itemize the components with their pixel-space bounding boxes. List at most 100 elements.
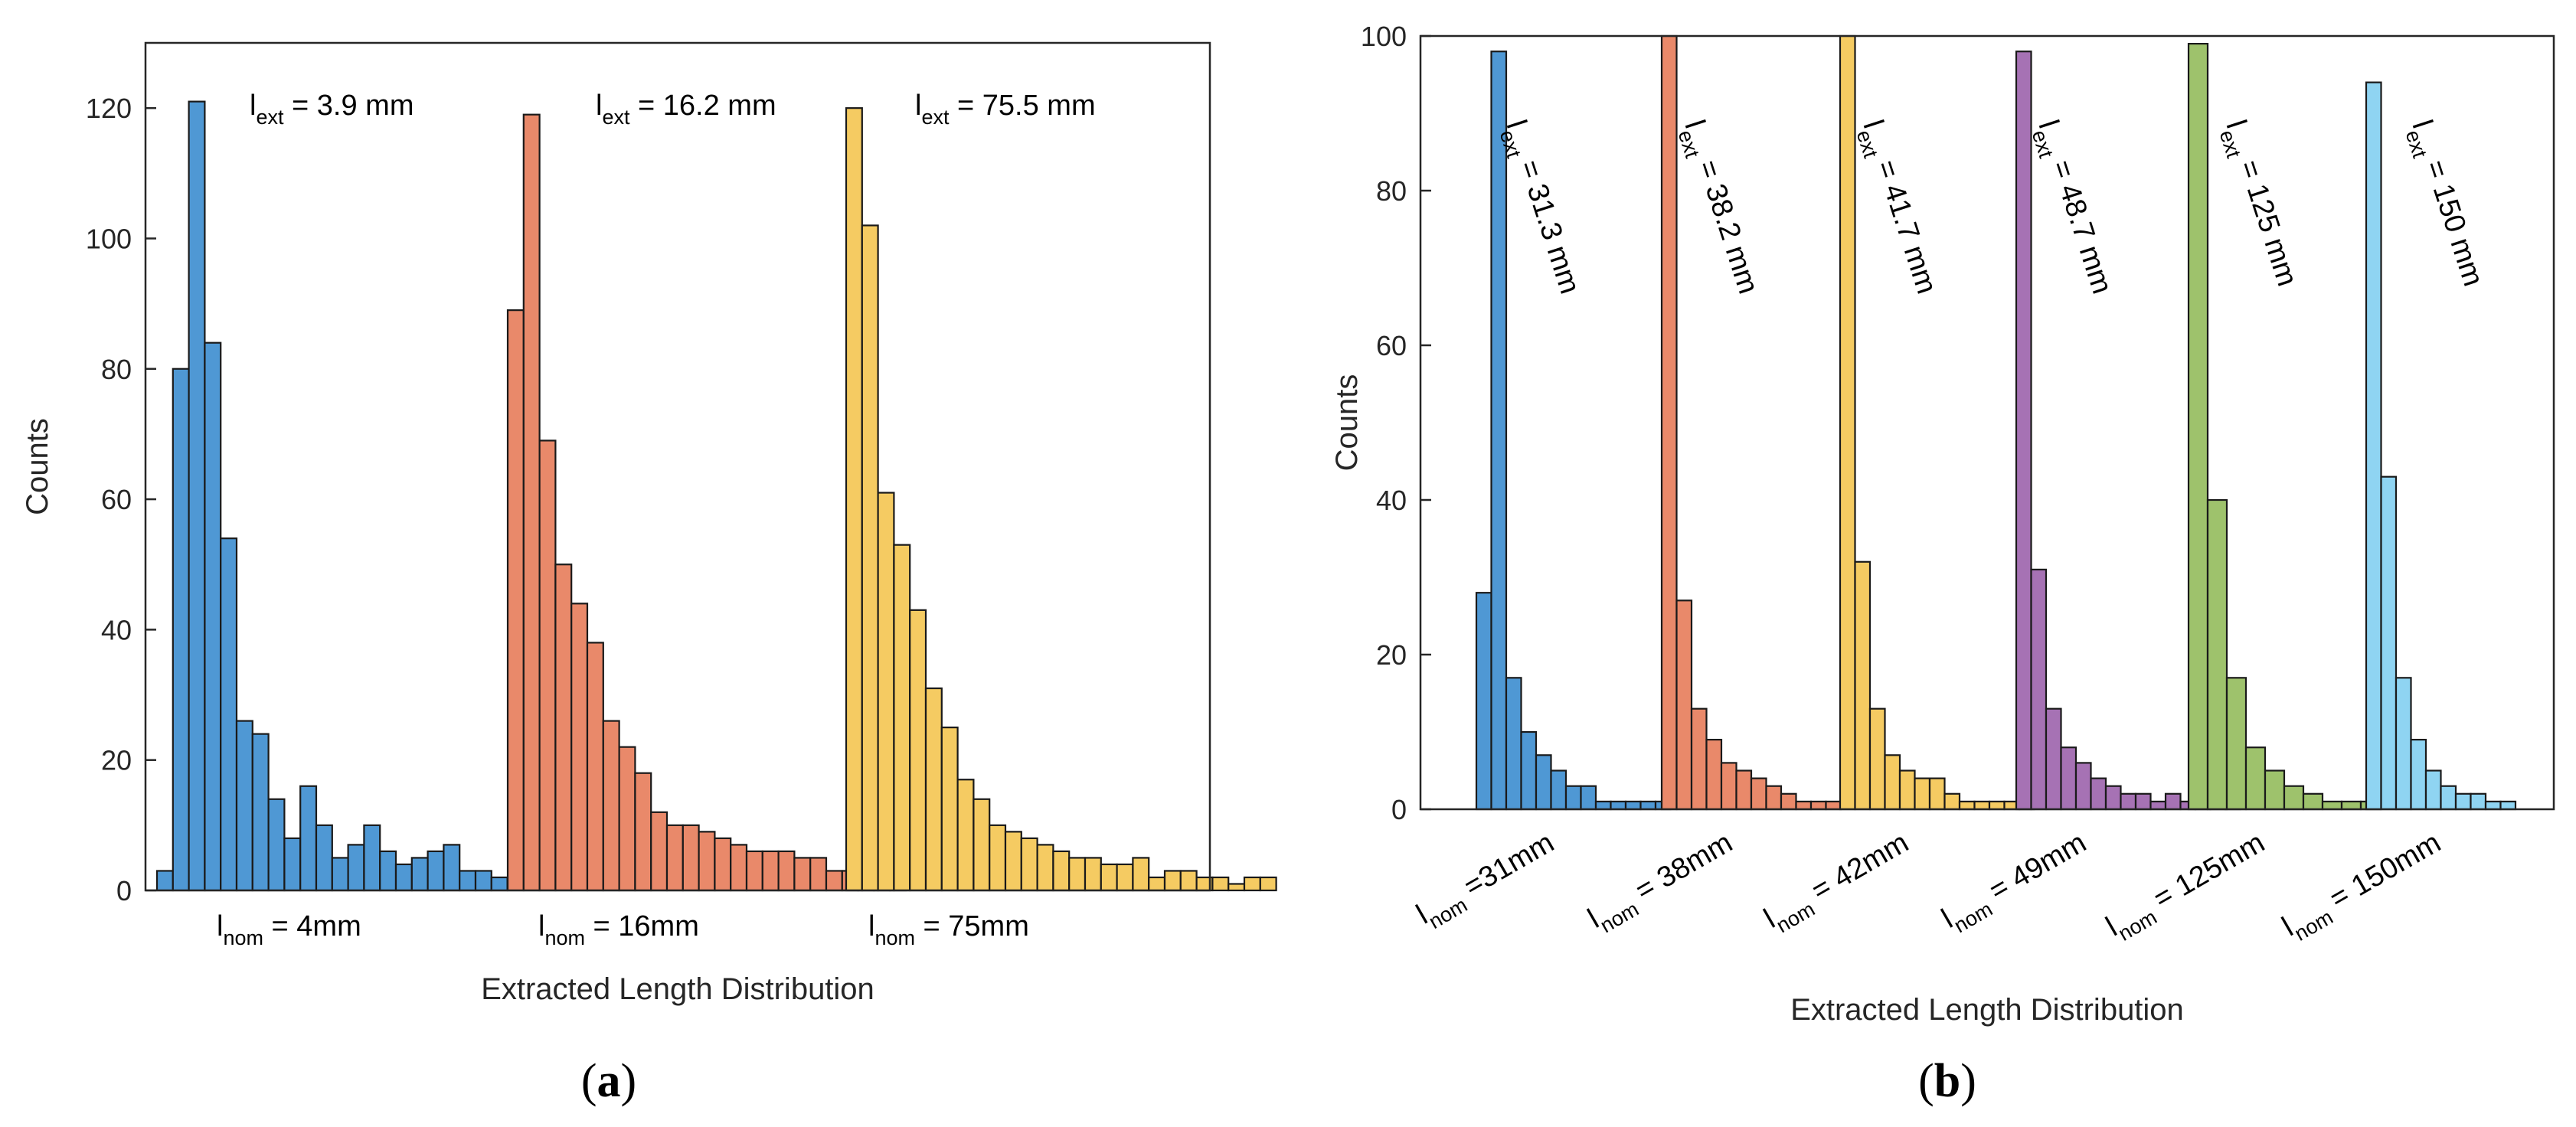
- panel-a-bar: [554, 564, 573, 892]
- panel-b-ytick-label: 0: [1391, 794, 1407, 825]
- panel-b-bar: [1475, 592, 1492, 811]
- panel-b-series-4: [2187, 42, 2381, 811]
- panel-a-bar: [204, 341, 222, 892]
- panel-b-bar: [1535, 754, 1552, 811]
- panel-b-bar: [2104, 785, 2122, 811]
- panel-a-bar: [777, 850, 796, 892]
- panel-a-series-annotation-symbol: l: [596, 90, 602, 122]
- panel-a-bar: [1243, 876, 1261, 892]
- panel-b-bar: [1550, 769, 1568, 811]
- panel-b-xlabel: Extracted Length Distribution: [1790, 993, 2184, 1027]
- panel-a-bar: [427, 850, 445, 892]
- panel-b-axes-box: [1419, 34, 2555, 811]
- panel-a-series-annotation-symbol: l: [250, 90, 256, 122]
- panel-a-series-annotation: lext = 75.5 mm: [915, 90, 1096, 129]
- panel-b-bar: [1765, 785, 1783, 811]
- panel-b-bar: [1610, 800, 1627, 811]
- panel-a-bar: [1163, 870, 1182, 892]
- panel-b-series-annotation-value: = 150 mm: [2416, 149, 2489, 290]
- panel-a-bar: [877, 492, 895, 892]
- panel-a-bar: [793, 857, 812, 892]
- panel-b-bar: [1624, 800, 1642, 811]
- panel-a-series-1: [506, 113, 907, 892]
- panel-a-bar: [940, 727, 959, 892]
- panel-b-bar: [2283, 785, 2305, 811]
- panel-a-series-annotation-value: = 16.2 mm: [629, 90, 776, 122]
- panel-a-bar: [1100, 863, 1118, 892]
- panel-a-bar: [363, 824, 381, 892]
- panel-b-bar: [1884, 754, 1901, 811]
- panel-b-bar: [1943, 792, 1961, 811]
- panel-b-bar: [1505, 677, 1522, 811]
- panel-b-bar: [1660, 34, 1678, 811]
- panel-a-bar: [331, 857, 349, 892]
- panel-a-bar: [909, 609, 927, 892]
- panel-a-bar: [809, 857, 828, 892]
- panel-b-bar: [1809, 800, 1827, 811]
- panel-a-axes-box: [144, 41, 1211, 892]
- panel-b-bar: [1868, 707, 1886, 811]
- panel-b-bar: [2410, 738, 2427, 811]
- panel-b-bar: [1839, 34, 1856, 811]
- panel-a-bar: [1004, 831, 1022, 892]
- panel-b-xcategory-label-value: = 49mm: [1977, 826, 2092, 911]
- panel-a-bar: [443, 844, 461, 892]
- panel-b-series-annotation: lext = 150 mm: [2399, 116, 2489, 292]
- panel-b-bar: [1735, 769, 1753, 811]
- panel-a-ytick-label: 40: [101, 614, 132, 645]
- panel-a-bar: [410, 857, 429, 892]
- panel-a-series-annotation: lext = 16.2 mm: [596, 90, 776, 129]
- panel-b-bar: [2015, 51, 2032, 811]
- panel-a-bar: [861, 224, 879, 892]
- panel-b-series-annotation-value: = 31.3 mm: [1510, 149, 1586, 298]
- panel-b-series-0: [1475, 51, 1672, 811]
- panel-a-bar: [924, 687, 943, 892]
- panel-b-ytick-label: 40: [1376, 485, 1407, 516]
- panel-a-xcategory-label-subscript: nom: [874, 926, 915, 949]
- panel-b-bar: [2340, 800, 2362, 811]
- panel-a-series-annotation-symbol: l: [915, 90, 921, 122]
- panel-a-bar: [379, 850, 397, 892]
- panel-b-series-annotation-value: = 125 mm: [2230, 149, 2303, 290]
- panel-b-bar: [2187, 42, 2209, 811]
- panel-a-bar: [283, 837, 302, 892]
- panel-b-bar: [2060, 746, 2077, 811]
- panel-a-bar: [315, 824, 333, 892]
- panel-a-bar: [1132, 857, 1150, 892]
- panel-b-bar: [2454, 792, 2472, 811]
- panel-a-label: (a): [581, 1055, 636, 1107]
- panel-b-ytick-label: 20: [1376, 639, 1407, 671]
- panel-a-bar: [251, 733, 270, 892]
- panel-b-xcategory-label: lnom = 42mm: [1759, 826, 1917, 940]
- panel-b-series-annotation: lext = 41.7 mm: [1850, 116, 1943, 300]
- panel-a-bar: [235, 720, 253, 892]
- panel-b-bar: [1675, 599, 1693, 811]
- panel-b-bar: [2380, 475, 2398, 811]
- panel-b-bar: [2225, 677, 2247, 811]
- panel-a-bar: [1020, 837, 1038, 892]
- panel-a-bar: [650, 811, 669, 892]
- panel-a-ytick-label: 120: [86, 93, 132, 124]
- panel-b-letter: b: [1934, 1055, 1960, 1107]
- panel-a-bar: [490, 876, 508, 892]
- panel-a-bar: [299, 785, 318, 892]
- panel-a-bar: [745, 850, 763, 892]
- panel-a-bar: [761, 850, 780, 892]
- panel-a-bar: [956, 779, 975, 892]
- panel-b-bar: [2149, 800, 2167, 811]
- panel-b-xcategory-label: lnom =31mm: [1411, 826, 1563, 936]
- panel-a-bar: [522, 113, 541, 892]
- panel-b-bar: [2470, 792, 2487, 811]
- panel-a-bar: [220, 537, 238, 892]
- panel-a-bar: [347, 844, 365, 892]
- panel-b-bar: [1490, 51, 1508, 811]
- panel-b-bar: [1639, 800, 1657, 811]
- panel-b-bar: [2164, 792, 2182, 811]
- panel-b-bar: [2206, 498, 2228, 811]
- panel-b-xcategory-label-value: = 150mm: [2317, 826, 2446, 919]
- panel-b-series-annotation: lext = 38.2 mm: [1672, 116, 1764, 300]
- panel-b-bar: [1988, 800, 2006, 811]
- panel-a-bar: [682, 824, 700, 892]
